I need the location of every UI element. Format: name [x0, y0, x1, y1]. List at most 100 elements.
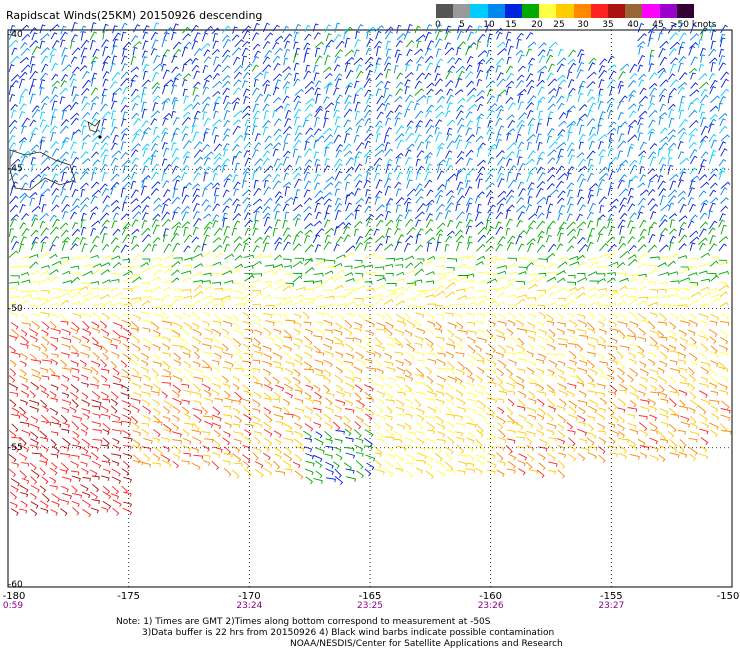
wind-barb: [19, 173, 29, 181]
wind-barb: [112, 322, 123, 329]
wind-barb: [394, 328, 405, 336]
wind-barb: [506, 56, 512, 65]
wind-barb: [518, 112, 528, 120]
wind-barb: [616, 351, 624, 359]
wind-barb: [182, 445, 191, 452]
wind-barb: [518, 229, 527, 237]
wind-barb: [242, 88, 250, 97]
wind-barb: [150, 118, 158, 126]
wind-barb: [102, 300, 113, 308]
wind-barb: [588, 293, 598, 299]
wind-barb: [647, 301, 659, 307]
wind-barb: [242, 105, 251, 113]
wind-barb: [700, 421, 710, 429]
wind-barb: [120, 96, 128, 105]
wind-barb: [344, 37, 351, 48]
wind-barb: [505, 218, 513, 227]
wind-barb: [365, 63, 374, 71]
wind-barb: [243, 203, 252, 213]
wind-barb: [251, 125, 258, 136]
wind-barb: [142, 327, 151, 333]
wind-barb: [720, 24, 728, 34]
wind-barb: [303, 205, 312, 213]
wind-barb: [436, 276, 447, 282]
wind-barb: [548, 390, 556, 396]
wind-barb: [558, 112, 567, 120]
wind-barb: [667, 271, 679, 276]
wind-barb: [657, 367, 665, 374]
wind-barb: [465, 64, 473, 72]
wind-barb: [637, 41, 646, 48]
wind-barb: [100, 328, 110, 337]
wind-barb: [183, 155, 190, 165]
wind-barb: [325, 438, 333, 444]
wind-barb: [304, 134, 315, 143]
wind-barb: [444, 30, 452, 41]
wind-barb: [485, 24, 492, 33]
wind-barb: [29, 191, 38, 199]
wind-barb: [637, 23, 645, 33]
wind-barb: [365, 330, 374, 337]
wind-barb: [495, 27, 504, 34]
wind-barb: [456, 397, 466, 406]
wind-barb: [617, 150, 624, 159]
wind-barb: [211, 27, 220, 35]
wind-barb: [120, 187, 126, 198]
wind-barb: [404, 329, 413, 337]
wind-barb: [38, 194, 45, 206]
wind-barb: [538, 407, 546, 416]
wind-barb: [335, 358, 344, 367]
wind-barb: [588, 140, 596, 150]
wind-barb: [71, 344, 79, 354]
wind-barb: [152, 63, 163, 71]
wind-barb: [487, 452, 496, 459]
wind-barb: [253, 110, 261, 119]
wind-barb: [80, 39, 90, 49]
wind-barb: [668, 108, 675, 119]
wind-barb: [232, 213, 242, 221]
wind-barb: [292, 234, 300, 245]
wind-barb: [365, 376, 374, 384]
wind-barb: [376, 328, 386, 334]
wind-barb: [598, 328, 607, 335]
wind-barb: [292, 272, 303, 277]
wind-barb: [224, 243, 230, 253]
wind-barb: [162, 100, 168, 111]
wind-barb: [466, 415, 475, 424]
wind-barb: [334, 197, 341, 206]
wind-barb: [647, 37, 654, 48]
wind-barb: [72, 271, 81, 276]
wind-barb: [112, 444, 121, 452]
wind-barb: [548, 95, 557, 104]
wind-barb: [30, 415, 39, 424]
wind-barb: [566, 189, 573, 197]
wind-barb: [283, 383, 294, 392]
wind-barb: [649, 376, 658, 383]
coastline-layer: [9, 119, 102, 191]
wind-barb: [528, 166, 538, 174]
wind-barb: [456, 406, 467, 413]
wind-barb: [718, 102, 724, 112]
wind-barb: [202, 265, 213, 269]
wind-barb: [142, 25, 150, 33]
wind-barb: [305, 476, 314, 485]
wind-barb: [426, 40, 434, 50]
wind-barb: [537, 172, 546, 181]
wind-barb: [60, 39, 66, 48]
wind-barb: [516, 352, 527, 357]
wind-barb: [272, 142, 282, 150]
wind-barb: [558, 221, 567, 230]
wind-barb: [9, 399, 17, 408]
wind-barb: [546, 183, 555, 190]
wind-barb: [101, 39, 109, 48]
wind-barb: [376, 390, 386, 398]
wind-barb: [171, 422, 180, 431]
wind-barb: [588, 261, 599, 268]
wind-barb: [304, 229, 313, 236]
wind-barb: [669, 173, 679, 181]
wind-barb: [142, 258, 151, 263]
wind-barb: [81, 87, 90, 96]
wind-barb: [435, 30, 443, 40]
wind-barb: [233, 438, 242, 445]
wind-barb: [376, 95, 385, 105]
